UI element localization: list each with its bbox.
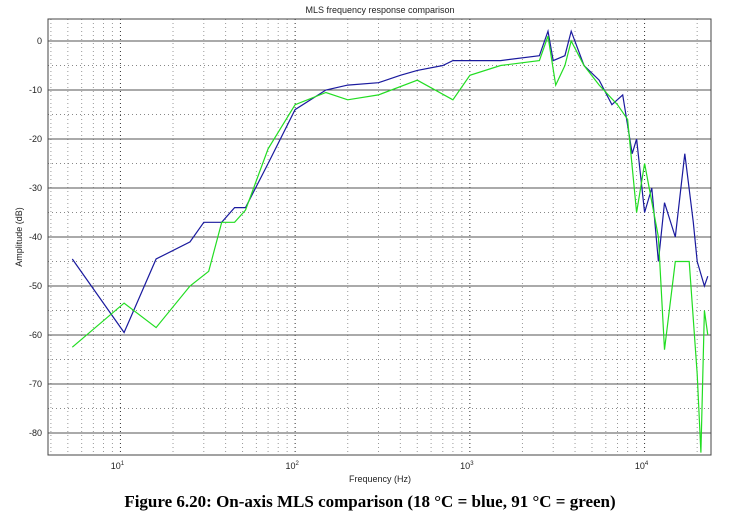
x-tick-base: 10: [111, 461, 121, 471]
grid: [48, 19, 711, 455]
x-axis-label: Frequency (Hz): [349, 474, 411, 484]
x-tick-base: 10: [635, 461, 645, 471]
x-tick-label: 104: [635, 461, 649, 471]
y-tick-label: -40: [29, 232, 42, 242]
plot-frame: [47, 18, 712, 456]
series-line-green: [71, 35, 709, 453]
x-tick-exponent: 1: [121, 461, 125, 467]
y-tick-label: -10: [29, 85, 42, 95]
y-tick-label: -30: [29, 183, 42, 193]
y-tick-label: 0: [37, 36, 42, 46]
y-tick-label: -60: [29, 330, 42, 340]
x-tick-exponent: 3: [470, 461, 474, 467]
x-tick-base: 10: [460, 461, 470, 471]
x-tick-exponent: 4: [645, 461, 649, 467]
figure-caption: Figure 6.20: On-axis MLS comparison (18 …: [124, 492, 616, 511]
y-axis-label: Amplitude (dB): [14, 207, 24, 267]
x-tick-base: 10: [285, 461, 295, 471]
y-tick-label: -20: [29, 134, 42, 144]
x-tick-label: 102: [285, 461, 299, 471]
x-tick-label: 103: [460, 461, 474, 471]
x-tick-exponent: 2: [295, 461, 299, 467]
y-tick-label: -70: [29, 379, 42, 389]
series-group: [71, 28, 709, 453]
y-tick-label: -80: [29, 428, 42, 438]
frequency-response-chart: MLS frequency response comparison Freque…: [14, 5, 712, 484]
y-tick-label: -50: [29, 281, 42, 291]
x-tick-label: 101: [111, 461, 125, 471]
series-line-blue: [71, 28, 709, 334]
chart-title: MLS frequency response comparison: [305, 5, 454, 15]
